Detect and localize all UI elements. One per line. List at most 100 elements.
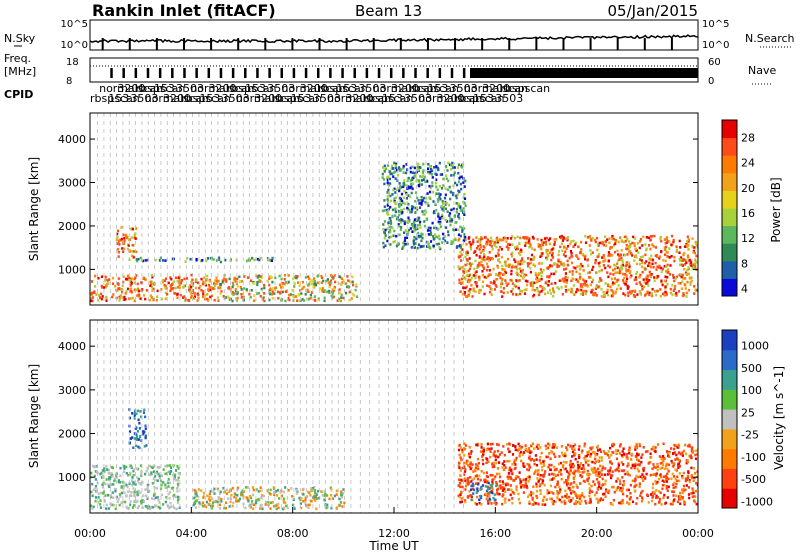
power-cell <box>540 277 543 281</box>
power-cell <box>655 253 659 257</box>
power-cell <box>618 267 621 270</box>
velocity-cell <box>461 448 464 452</box>
velocity-cell <box>580 494 583 497</box>
velocity-cell <box>230 493 233 497</box>
velocity-cell <box>201 501 205 505</box>
power-cell <box>394 201 397 204</box>
power-cell <box>387 213 390 216</box>
power-cell <box>582 278 585 281</box>
velocity-cell <box>116 500 119 503</box>
velocity-cell <box>117 479 120 482</box>
velocity-cell <box>590 448 593 451</box>
power-cell <box>542 287 546 290</box>
power-cell <box>388 177 391 181</box>
power-cell <box>644 253 647 257</box>
velocity-cell <box>94 478 97 481</box>
power-cell <box>591 280 594 284</box>
power-cell <box>677 290 681 293</box>
power-cell <box>694 260 697 263</box>
power-cell <box>97 276 100 280</box>
power-cell <box>536 289 539 293</box>
power-cell <box>624 268 628 271</box>
nave-label: Nave <box>748 64 776 77</box>
velocity-cell <box>539 474 542 477</box>
power-cell <box>586 258 589 262</box>
velocity-cell <box>211 497 214 500</box>
velocity-cell <box>551 478 554 481</box>
power-cell <box>118 287 121 290</box>
velocity-cell <box>133 411 136 415</box>
velocity-cell <box>459 474 462 477</box>
power-cell <box>581 293 585 296</box>
power-cell <box>461 209 464 212</box>
power-cell <box>689 283 692 286</box>
power-cell <box>535 287 538 291</box>
velocity-cell <box>608 472 611 475</box>
power-cell <box>533 248 536 252</box>
power-cell <box>133 281 136 285</box>
velocity-cell <box>629 483 632 487</box>
power-cell <box>450 174 453 177</box>
velocity-cell <box>485 471 488 474</box>
power-cell <box>483 275 486 279</box>
power-cell <box>600 287 603 291</box>
power-cell <box>687 267 690 271</box>
power-cell <box>562 277 565 280</box>
power-cell <box>317 274 320 277</box>
velocity-cell <box>200 503 203 506</box>
power-cell <box>328 283 331 287</box>
power-cell <box>675 250 678 253</box>
freq-bar <box>426 68 429 78</box>
velocity-cell <box>673 481 676 485</box>
power-cell <box>679 282 682 285</box>
velocity-cell <box>247 499 250 503</box>
velocity-cell <box>617 462 620 465</box>
power-cell <box>415 237 418 240</box>
velocity-cell <box>588 494 591 498</box>
power-cell <box>570 252 573 255</box>
power-cell <box>414 218 417 221</box>
power-cell <box>590 252 593 256</box>
power-cell <box>565 237 568 240</box>
power-cell <box>414 242 417 245</box>
power-cell <box>506 257 510 261</box>
power-cell <box>521 271 524 274</box>
velocity-cell <box>276 494 279 497</box>
velocity-cell <box>567 478 570 482</box>
power-cell <box>685 258 688 262</box>
velocity-cell <box>573 502 576 506</box>
power-cell <box>468 267 471 271</box>
power-cell <box>628 264 631 267</box>
velocity-cell <box>257 497 260 501</box>
power-cell <box>183 295 186 298</box>
velocity-cell <box>621 490 624 493</box>
power-cell <box>438 222 441 226</box>
velocity-cell <box>621 499 624 502</box>
power-cell <box>449 223 452 227</box>
power-cell <box>488 285 491 288</box>
power-cell <box>440 187 444 190</box>
power-cell <box>581 264 584 268</box>
power-cell <box>209 295 212 299</box>
velocity-cell <box>616 486 619 490</box>
power-cell <box>398 167 401 171</box>
velocity-cell <box>260 496 263 499</box>
velocity-cell <box>696 470 698 473</box>
cpid-code: normalscan <box>282 82 346 95</box>
power-cell <box>433 166 436 169</box>
power-cell <box>514 265 517 269</box>
power-cell <box>213 284 216 288</box>
velocity-cell <box>491 480 494 484</box>
power-cell <box>394 191 397 194</box>
power-cell <box>579 268 582 271</box>
velocity-cell <box>491 462 494 466</box>
freq-bar <box>183 68 186 78</box>
velocity-cell <box>490 502 493 505</box>
velocity-cell <box>493 465 496 468</box>
power-cell <box>440 205 443 208</box>
power-cell <box>639 238 642 241</box>
velocity-cell <box>255 499 258 502</box>
power-cell <box>604 266 607 270</box>
velocity-cell <box>498 453 501 456</box>
velocity-cell <box>100 471 103 475</box>
